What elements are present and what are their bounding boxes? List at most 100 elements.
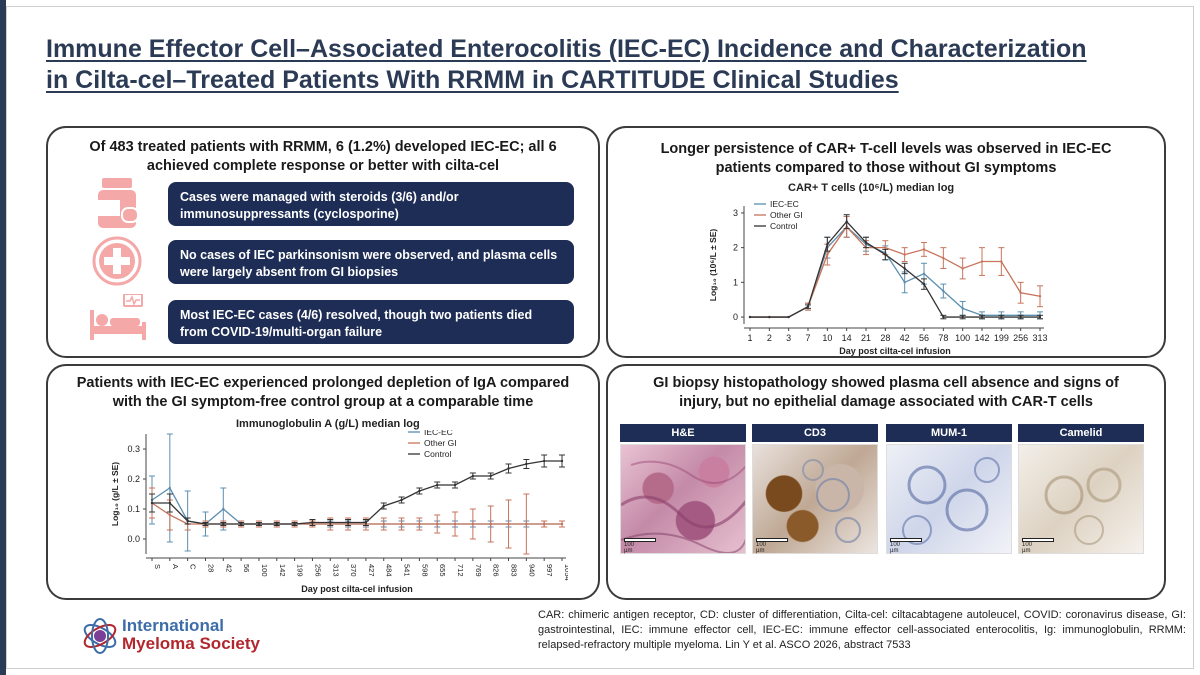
data-point xyxy=(787,315,790,319)
data-point xyxy=(884,253,887,256)
data-point xyxy=(239,522,243,526)
hospital-bed-icon xyxy=(90,294,146,340)
panel-car-t-title-line2: patients compared to those without GI sy… xyxy=(715,160,1057,176)
car-t-cell-chart: 0 1 2 3 1 2 3 7 10 14 21 28 42 56 78 100 142 199 256 313 Day… xyxy=(708,199,1048,356)
title-line-2: in Cilta-cel–Treated Patients With RRMM … xyxy=(46,66,899,94)
data-point xyxy=(507,522,510,526)
x-tick-label: S xyxy=(153,564,162,569)
data-point xyxy=(418,522,421,526)
x-tick-label: 78 xyxy=(938,333,948,343)
x-tick-label: 256 xyxy=(1013,333,1028,343)
data-point xyxy=(150,501,154,505)
y-tick-label: 0.3 xyxy=(127,444,140,454)
camelid-tissue-texture xyxy=(1044,467,1122,545)
data-point xyxy=(542,522,546,526)
data-point xyxy=(961,315,964,319)
data-point xyxy=(826,242,829,246)
data-point xyxy=(293,522,296,526)
histology-image-camelid xyxy=(1018,444,1144,554)
panel-histopathology: GI biopsy histopathology showed plasma c… xyxy=(606,364,1166,600)
data-point xyxy=(1038,315,1042,319)
x-tick-label: 370 xyxy=(349,564,358,577)
slide-title: Immune Effector Cell–Associated Enteroco… xyxy=(46,34,1166,96)
medical-cross-icon xyxy=(92,236,142,286)
logo-text-line2: Myeloma Society xyxy=(122,634,260,653)
panel-iga-title: Patients with IEC-EC experienced prolong… xyxy=(48,374,598,412)
x-tick-label: 313 xyxy=(1032,333,1047,343)
data-point xyxy=(1019,315,1022,319)
data-point xyxy=(311,521,314,524)
data-point xyxy=(400,522,403,526)
data-point xyxy=(560,522,564,526)
ims-logo-mark xyxy=(83,618,117,654)
x-tick-label: 2 xyxy=(767,333,772,343)
x-tick-label: 655 xyxy=(438,564,447,577)
x-tick-label: A xyxy=(171,564,180,569)
data-point xyxy=(768,315,771,319)
data-point xyxy=(922,248,926,251)
ims-logo: International Myeloma Society xyxy=(80,612,320,660)
data-point xyxy=(257,522,261,526)
data-point xyxy=(222,522,225,526)
stain-label-cd3: CD3 xyxy=(752,424,878,442)
scalebar-cd3-value: 100 xyxy=(756,542,767,548)
scalebar-he: 100 µm xyxy=(624,538,656,554)
y-tick-label: 3 xyxy=(733,208,738,218)
histology-image-he xyxy=(620,444,746,554)
panel-iga-title-line1: Patients with IEC-EC experienced prolong… xyxy=(76,375,570,391)
logo-text-line1: International xyxy=(122,616,225,635)
data-point xyxy=(942,256,945,260)
series-line-control xyxy=(750,220,1040,318)
x-tick-label: 42 xyxy=(900,333,910,343)
data-point xyxy=(364,521,368,524)
x-tick-label: 598 xyxy=(420,564,429,577)
x-tick-label: 3 xyxy=(786,333,791,343)
legend-entry: IEC-EC xyxy=(424,430,453,437)
data-point xyxy=(1038,295,1042,298)
x-tick-label: 313 xyxy=(331,564,340,577)
histology-image-cd3 xyxy=(752,444,878,554)
panel-incidence-title-line1: Of 483 treated patients with RRMM, 6 (1.… xyxy=(89,139,557,155)
panel-incidence: Of 483 treated patients with RRMM, 6 (1.… xyxy=(46,126,600,358)
panel-car-t: Longer persistence of CAR+ T-cell levels… xyxy=(606,126,1166,358)
panel-car-t-title: Longer persistence of CAR+ T-cell levels… xyxy=(608,140,1164,178)
car-chart-title: CAR+ T cells (10⁶/L) median log xyxy=(788,182,955,194)
y-axis-label: Log₁₀ (g/L ± SE) xyxy=(110,462,120,526)
finding-box-2: No cases of IEC parkinsonism were observ… xyxy=(168,240,574,284)
x-tick-label: 14 xyxy=(842,333,852,343)
data-point xyxy=(222,507,225,511)
panel-iga: Patients with IEC-EC experienced prolong… xyxy=(46,364,600,600)
x-tick-label: 100 xyxy=(955,333,970,343)
title-line-1: Immune Effector Cell–Associated Enteroco… xyxy=(46,35,1087,63)
panel-histo-title-line1: GI biopsy histopathology showed plasma c… xyxy=(653,375,1119,391)
data-point xyxy=(525,462,528,466)
data-point xyxy=(471,474,475,478)
data-point xyxy=(980,315,984,319)
data-point xyxy=(903,253,906,256)
data-point xyxy=(275,522,278,526)
scalebar-he-unit: µm xyxy=(624,548,633,554)
data-point xyxy=(346,521,350,524)
data-point xyxy=(400,498,403,502)
series-line-other-gi xyxy=(151,502,562,525)
series-line-iec-ec xyxy=(151,487,562,525)
scalebar-mum1: 100 µm xyxy=(890,538,922,554)
panel-histo-title-line2: injury, but no epithelial damage associa… xyxy=(679,394,1093,410)
data-point xyxy=(471,522,475,526)
x-tick-label: 1054 xyxy=(563,564,568,581)
x-tick-label: 42 xyxy=(224,564,233,572)
data-point xyxy=(168,513,172,517)
stain-label-camelid: Camelid xyxy=(1018,424,1144,442)
stain-label-he: H&E xyxy=(620,424,746,442)
finding-box-1: Cases were managed with steroids (3/6) a… xyxy=(168,182,574,226)
x-axis-label: Day post cilta-cel infusion xyxy=(839,346,951,356)
left-accent-bar xyxy=(0,0,6,675)
x-tick-label: 199 xyxy=(994,333,1009,343)
x-tick-label: 541 xyxy=(403,564,412,577)
medicine-bottle-icon xyxy=(98,178,139,228)
scalebar-camelid: 100 µm xyxy=(1022,538,1054,554)
data-point xyxy=(748,315,752,319)
x-tick-label: 7 xyxy=(805,333,810,343)
scalebar-cd3-unit: µm xyxy=(756,548,765,554)
scalebar-cd3: 100 µm xyxy=(756,538,788,554)
